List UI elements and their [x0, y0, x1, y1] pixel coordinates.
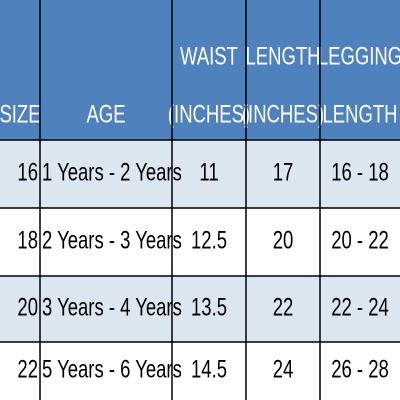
cell-text: 12.5: [191, 226, 227, 254]
row-background: [0, 342, 400, 400]
cell-text: 13.5: [191, 293, 227, 321]
header-text: LENGTH: [322, 100, 397, 128]
cell-text: 22: [17, 355, 38, 383]
cell-text: 20 - 22: [331, 226, 389, 254]
cell-text: 14.5: [191, 355, 227, 383]
cell-text: 17: [273, 158, 294, 186]
cell-text: 20: [273, 226, 294, 254]
cell-text: 16: [17, 158, 38, 186]
cell-text: 20: [17, 293, 38, 321]
header-text: (INCHES): [242, 100, 324, 128]
cell-text: 1 Years - 2 Years: [42, 158, 182, 186]
row-background: [0, 140, 400, 208]
cell-text: 5 Years - 6 Years: [42, 355, 182, 383]
header-background: [0, 0, 400, 140]
cell-text: 2 Years - 3 Years: [42, 226, 182, 254]
header-text: LENGTH: [245, 42, 320, 70]
header-text: AGE: [86, 100, 125, 128]
cell-text: 22: [273, 293, 294, 321]
cell-text: 22 - 24: [331, 293, 389, 321]
cell-text: 3 Years - 4 Years: [42, 293, 182, 321]
row-background: [0, 208, 400, 276]
cell-text: 16 - 18: [331, 158, 389, 186]
cell-text: 24: [273, 355, 294, 383]
header-text: (INCHES): [168, 100, 250, 128]
cell-text: 26 - 28: [331, 355, 389, 383]
header-text: WAIST: [180, 42, 238, 70]
header-text: SIZE: [0, 100, 41, 128]
cell-text: 11: [199, 158, 218, 186]
header-text: LEGGING: [318, 42, 400, 70]
row-background: [0, 276, 400, 342]
cell-text: 18: [17, 226, 38, 254]
